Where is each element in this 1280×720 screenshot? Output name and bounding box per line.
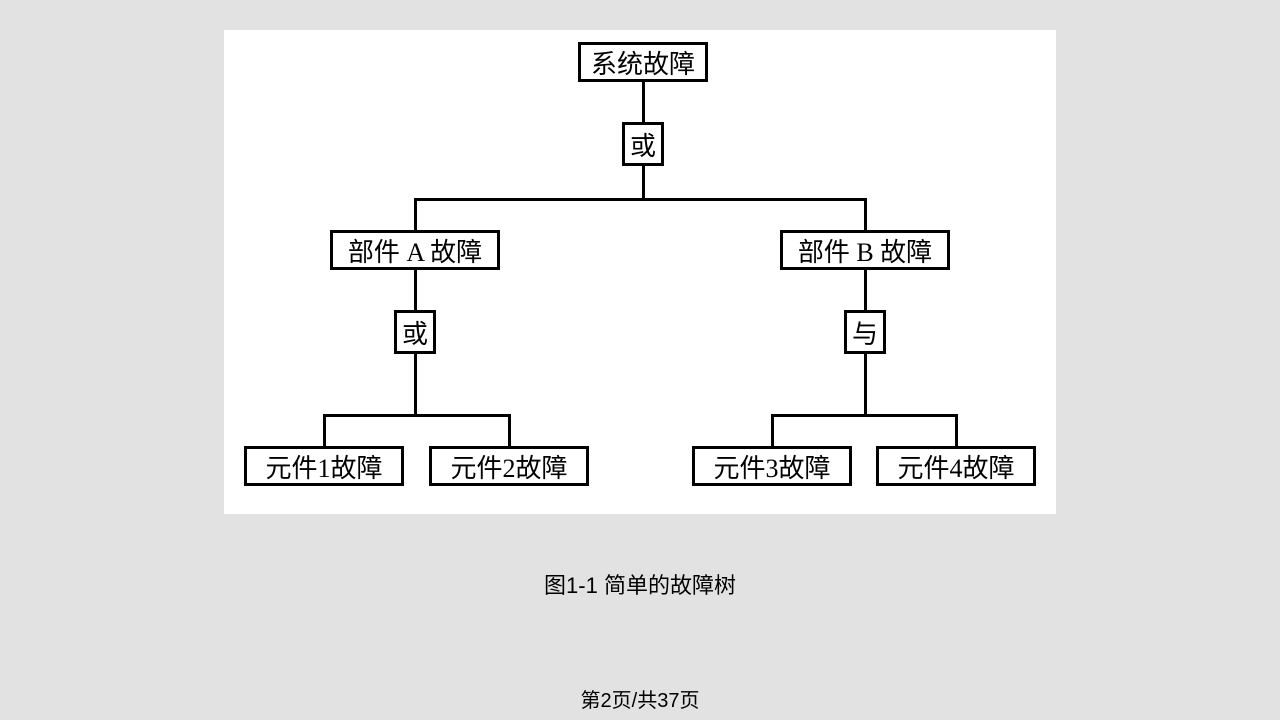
tree-edge [771, 414, 774, 446]
page-indicator: 第2页/共37页 [0, 684, 1280, 713]
tree-edge [414, 198, 417, 230]
tree-edge [642, 82, 645, 122]
tree-edge [955, 414, 958, 446]
tree-node-compB: 部件 B 故障 [780, 230, 950, 270]
tree-node-gateB: 与 [844, 310, 886, 354]
tree-node-elem2: 元件2故障 [429, 446, 589, 486]
tree-edge [864, 198, 867, 230]
tree-edge [414, 198, 867, 201]
tree-node-gateA: 或 [394, 310, 436, 354]
tree-edge [414, 270, 417, 310]
tree-edge [771, 414, 958, 417]
fault-tree-diagram: 系统故障或部件 A 故障部件 B 故障或与元件1故障元件2故障元件3故障元件4故… [224, 30, 1056, 514]
tree-edge [323, 414, 511, 417]
tree-node-gate1: 或 [622, 122, 664, 166]
tree-node-elem4: 元件4故障 [876, 446, 1036, 486]
tree-edge [642, 166, 645, 198]
tree-node-elem3: 元件3故障 [692, 446, 852, 486]
tree-edge [508, 414, 511, 446]
tree-node-elem1: 元件1故障 [244, 446, 404, 486]
tree-node-compA: 部件 A 故障 [330, 230, 500, 270]
tree-edge [864, 354, 867, 414]
tree-node-root: 系统故障 [578, 42, 708, 82]
tree-edge [864, 270, 867, 310]
tree-edge [414, 354, 417, 414]
tree-edge [323, 414, 326, 446]
figure-caption: 图1-1 简单的故障树 [0, 568, 1280, 600]
